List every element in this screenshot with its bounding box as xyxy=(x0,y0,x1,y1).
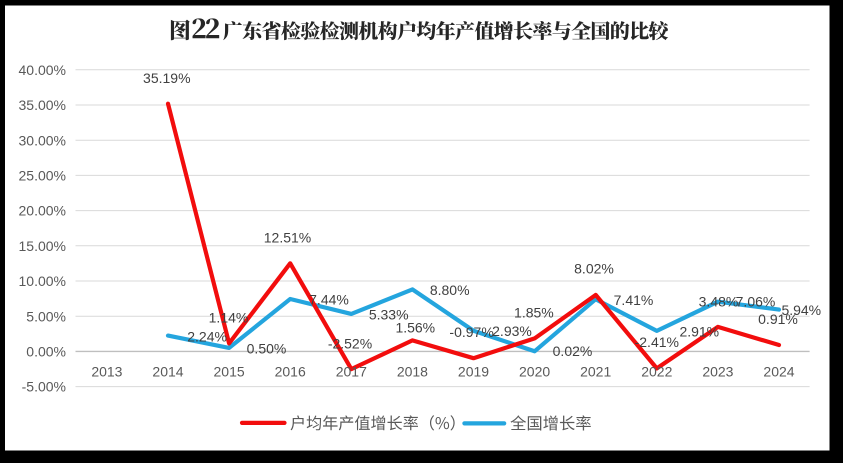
svg-text:2018: 2018 xyxy=(397,363,428,379)
svg-text:0.00%: 0.00% xyxy=(26,344,66,360)
svg-text:20.00%: 20.00% xyxy=(19,203,66,219)
svg-text:0.02%: 0.02% xyxy=(553,343,593,359)
svg-text:7.06%: 7.06% xyxy=(736,294,776,310)
svg-text:2022: 2022 xyxy=(641,363,672,379)
svg-text:2015: 2015 xyxy=(214,363,245,379)
svg-text:2023: 2023 xyxy=(702,363,733,379)
svg-text:2020: 2020 xyxy=(519,363,550,379)
svg-text:2017: 2017 xyxy=(336,363,367,379)
svg-text:0.50%: 0.50% xyxy=(247,341,287,357)
svg-text:2.24%: 2.24% xyxy=(187,329,227,345)
svg-text:12.51%: 12.51% xyxy=(264,230,311,246)
svg-text:10.00%: 10.00% xyxy=(19,273,66,289)
svg-text:35.00%: 35.00% xyxy=(19,97,66,113)
svg-text:5.33%: 5.33% xyxy=(369,307,409,323)
svg-text:7.41%: 7.41% xyxy=(614,292,654,308)
svg-text:8.02%: 8.02% xyxy=(574,261,614,277)
svg-text:1.85%: 1.85% xyxy=(514,305,554,321)
svg-text:2.93%: 2.93% xyxy=(492,323,532,339)
svg-text:2024: 2024 xyxy=(763,363,794,379)
svg-text:25.00%: 25.00% xyxy=(19,168,66,184)
svg-text:7.44%: 7.44% xyxy=(309,292,349,308)
svg-text:5.00%: 5.00% xyxy=(26,308,66,324)
svg-text:-0.97%: -0.97% xyxy=(449,324,493,340)
svg-text:35.19%: 35.19% xyxy=(143,70,190,86)
svg-text:2019: 2019 xyxy=(458,363,489,379)
svg-text:-5.00%: -5.00% xyxy=(22,379,66,395)
svg-text:-2.41%: -2.41% xyxy=(635,334,679,350)
svg-text:2014: 2014 xyxy=(152,363,183,379)
svg-text:5.94%: 5.94% xyxy=(781,302,821,318)
svg-text:2.91%: 2.91% xyxy=(679,324,719,340)
svg-text:15.00%: 15.00% xyxy=(19,238,66,254)
svg-text:2013: 2013 xyxy=(91,363,122,379)
svg-text:-2.52%: -2.52% xyxy=(328,336,372,352)
svg-text:0.91%: 0.91% xyxy=(758,311,798,327)
svg-text:1.56%: 1.56% xyxy=(395,320,435,336)
svg-text:3.48%: 3.48% xyxy=(699,294,739,310)
svg-text:2016: 2016 xyxy=(275,363,306,379)
svg-text:40.00%: 40.00% xyxy=(19,62,66,78)
svg-text:1.14%: 1.14% xyxy=(209,310,249,326)
svg-text:8.80%: 8.80% xyxy=(430,282,470,298)
svg-text:30.00%: 30.00% xyxy=(19,132,66,148)
svg-text:2021: 2021 xyxy=(580,363,611,379)
